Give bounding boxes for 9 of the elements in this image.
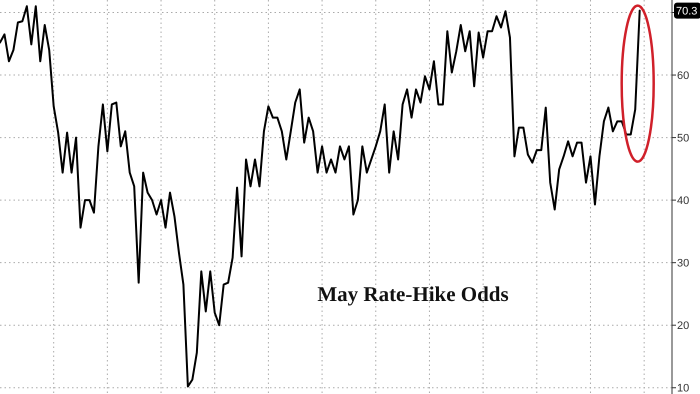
annotation: 70.3 xyxy=(676,5,698,18)
y-tick-label: 30 xyxy=(677,258,690,270)
y-tick-label: 50 xyxy=(677,132,690,144)
y-tick-label: 60 xyxy=(677,70,690,82)
y-tick-label: 20 xyxy=(677,320,690,332)
text: May Rate-Hike Odds xyxy=(317,282,509,306)
y-tick-label: 10 xyxy=(677,382,690,394)
line-series xyxy=(0,5,641,388)
y-tick-label: 40 xyxy=(677,194,690,207)
